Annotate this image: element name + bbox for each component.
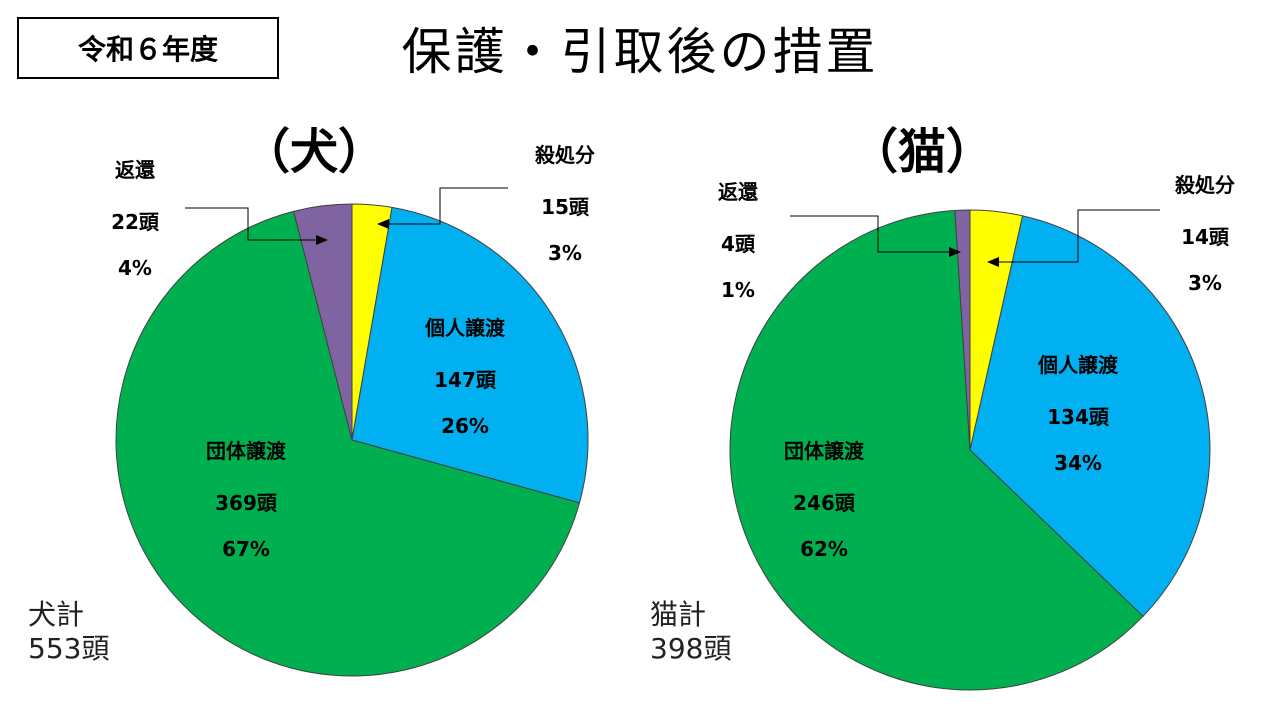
cat-total-label: 猫計 [650, 598, 707, 631]
cat-individual-count: 134頭 [1047, 405, 1109, 429]
cat-label-group: 団体譲渡 246頭 62% [754, 441, 894, 559]
dog-pie-chart [115, 203, 589, 677]
dog-slice-individual [351, 206, 589, 504]
dog-cull-percent: 3% [548, 241, 582, 265]
dog-cull-name: 殺処分 [535, 143, 595, 167]
cat-individual-percent: 34% [1054, 451, 1102, 475]
dog-total: 犬計 553頭 [28, 598, 109, 665]
dog-slice-return [293, 203, 353, 441]
dog-label-cull: 殺処分 15頭 3% [510, 145, 620, 263]
cat-return-percent: 1% [721, 278, 755, 302]
dog-cull-leader-arrow [377, 219, 389, 229]
dog-return-leader-arrow [316, 235, 328, 245]
leader-lines [185, 187, 1160, 267]
cat-label-individual: 個人譲渡 134頭 34% [1008, 355, 1148, 473]
cat-total: 猫計 398頭 [650, 598, 731, 665]
cat-cull-leader-arrow [987, 257, 999, 267]
cat-label-cull: 殺処分 14頭 3% [1150, 175, 1260, 293]
dog-return-count: 22頭 [111, 210, 159, 234]
dog-label-return: 返還 22頭 4% [90, 160, 180, 278]
dog-return-percent: 4% [118, 256, 152, 280]
dog-slice-group [115, 210, 581, 677]
dog-total-label: 犬計 [28, 598, 85, 631]
dog-label-group: 団体譲渡 369頭 67% [176, 441, 316, 559]
cat-cull-count: 14頭 [1181, 225, 1229, 249]
dog-total-value: 553頭 [28, 631, 110, 665]
cat-return-leader-line [790, 215, 950, 253]
dog-group-count: 369頭 [215, 491, 277, 515]
dog-cull-leader-line [388, 187, 508, 225]
cat-group-name: 団体譲渡 [784, 439, 864, 463]
cat-individual-name: 個人譲渡 [1038, 353, 1118, 377]
cat-return-name: 返還 [718, 180, 758, 204]
dog-group-name: 団体譲渡 [206, 439, 286, 463]
cat-slice-group [729, 209, 1144, 691]
dog-group-percent: 67% [222, 537, 270, 561]
cat-return-leader-arrow [949, 247, 961, 257]
dog-return-name: 返還 [115, 158, 155, 182]
dog-return-leader-line [185, 207, 318, 241]
cat-group-percent: 62% [800, 537, 848, 561]
dog-individual-count: 147頭 [434, 368, 496, 392]
dog-cull-count: 15頭 [541, 195, 589, 219]
cat-slice-individual [969, 215, 1211, 618]
cat-label-return: 返還 4頭 1% [693, 182, 783, 300]
cat-slice-return [954, 209, 971, 451]
cat-cull-leader-line [998, 209, 1160, 263]
cat-total-value: 398頭 [650, 631, 732, 665]
cat-cull-name: 殺処分 [1175, 173, 1235, 197]
cat-return-count: 4頭 [721, 232, 755, 256]
dog-individual-percent: 26% [441, 414, 489, 438]
page-title: 保護・引取後の措置 [401, 23, 879, 81]
dog-individual-name: 個人譲渡 [425, 316, 505, 340]
cat-group-count: 246頭 [793, 491, 855, 515]
dog-label-individual: 個人譲渡 147頭 26% [395, 318, 535, 436]
cat-cull-percent: 3% [1188, 271, 1222, 295]
cat-chart-title: （猫） [850, 124, 995, 180]
dog-chart-title: （犬） [242, 124, 387, 180]
year-label: 令和６年度 [17, 17, 279, 79]
cat-pie-chart [729, 209, 1211, 691]
